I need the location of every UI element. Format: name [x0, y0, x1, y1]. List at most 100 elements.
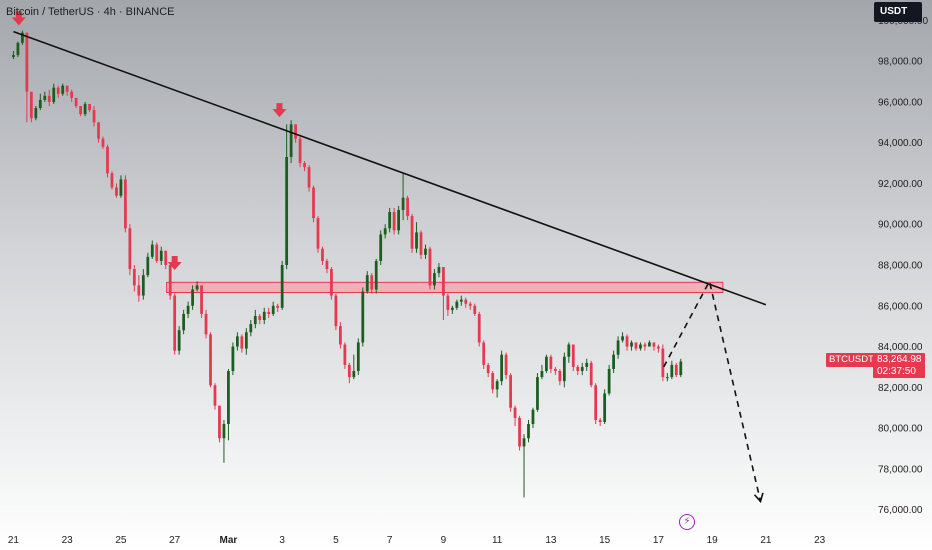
- candle[interactable]: [370, 273, 374, 294]
- candle[interactable]: [253, 309, 257, 329]
- candle[interactable]: [598, 417, 602, 427]
- candle[interactable]: [16, 41, 20, 58]
- candle[interactable]: [195, 281, 199, 292]
- candle[interactable]: [244, 328, 248, 355]
- candle[interactable]: [401, 173, 405, 221]
- candle[interactable]: [531, 407, 535, 429]
- candle[interactable]: [657, 344, 660, 353]
- candle[interactable]: [303, 161, 306, 172]
- candle[interactable]: [124, 175, 127, 233]
- candle[interactable]: [558, 368, 562, 386]
- candle[interactable]: [132, 265, 136, 292]
- candle[interactable]: [392, 207, 396, 235]
- candle[interactable]: [307, 165, 311, 192]
- candle[interactable]: [128, 224, 132, 276]
- candle[interactable]: [106, 144, 109, 178]
- candle[interactable]: [47, 89, 51, 106]
- candle[interactable]: [267, 307, 271, 318]
- candle[interactable]: [379, 230, 383, 265]
- candle[interactable]: [442, 267, 445, 321]
- candle[interactable]: [477, 311, 481, 347]
- candle[interactable]: [92, 106, 96, 127]
- projection-path[interactable]: [663, 279, 762, 502]
- candle[interactable]: [625, 334, 629, 351]
- candle[interactable]: [383, 224, 387, 239]
- candle[interactable]: [227, 368, 230, 441]
- candle[interactable]: [397, 205, 401, 235]
- candle[interactable]: [343, 342, 347, 369]
- candle[interactable]: [406, 195, 409, 221]
- candle[interactable]: [410, 214, 414, 253]
- candle[interactable]: [65, 85, 69, 96]
- candle[interactable]: [518, 415, 521, 451]
- candle[interactable]: [473, 303, 477, 316]
- candle[interactable]: [79, 106, 83, 117]
- candle[interactable]: [115, 183, 118, 198]
- candle[interactable]: [347, 362, 351, 384]
- candle[interactable]: [97, 122, 100, 143]
- candle[interactable]: [352, 354, 356, 380]
- candle[interactable]: [567, 342, 571, 363]
- candle[interactable]: [612, 350, 615, 374]
- candle[interactable]: [38, 93, 42, 111]
- candle[interactable]: [491, 371, 495, 394]
- candle[interactable]: [585, 358, 589, 371]
- candle[interactable]: [576, 364, 580, 376]
- candle[interactable]: [464, 297, 468, 308]
- candle[interactable]: [258, 313, 262, 325]
- candle[interactable]: [424, 244, 427, 259]
- candle[interactable]: [374, 258, 378, 294]
- candle[interactable]: [101, 136, 105, 149]
- candle[interactable]: [594, 383, 598, 424]
- candle[interactable]: [495, 379, 499, 398]
- candle[interactable]: [74, 97, 78, 109]
- candle[interactable]: [607, 364, 611, 396]
- candle[interactable]: [200, 285, 203, 318]
- candle[interactable]: [137, 275, 141, 302]
- candle[interactable]: [540, 364, 544, 380]
- candle[interactable]: [240, 334, 244, 353]
- candle[interactable]: [433, 269, 436, 290]
- candle[interactable]: [88, 103, 91, 113]
- candle[interactable]: [437, 262, 441, 278]
- candle[interactable]: [428, 246, 432, 290]
- candle[interactable]: [56, 85, 60, 98]
- candle[interactable]: [173, 293, 177, 355]
- candle[interactable]: [330, 267, 333, 300]
- candle[interactable]: [119, 175, 123, 198]
- candle[interactable]: [634, 342, 638, 351]
- candle[interactable]: [52, 83, 56, 104]
- candle[interactable]: [549, 354, 553, 374]
- candle[interactable]: [589, 360, 593, 388]
- candle[interactable]: [21, 30, 24, 45]
- candle[interactable]: [182, 309, 186, 335]
- candle[interactable]: [25, 32, 29, 123]
- candle[interactable]: [513, 405, 517, 427]
- candle[interactable]: [298, 136, 302, 168]
- candle[interactable]: [231, 342, 235, 376]
- candle[interactable]: [455, 299, 459, 310]
- candle[interactable]: [388, 207, 392, 233]
- candle[interactable]: [571, 344, 575, 372]
- candle[interactable]: [639, 342, 642, 351]
- candle[interactable]: [536, 373, 539, 412]
- currency-button[interactable]: USDT: [874, 2, 922, 22]
- candle[interactable]: [280, 260, 284, 310]
- candle[interactable]: [361, 287, 365, 347]
- candle[interactable]: [222, 419, 226, 463]
- candle[interactable]: [271, 301, 275, 316]
- candle[interactable]: [500, 350, 504, 386]
- candle[interactable]: [321, 246, 324, 265]
- candle[interactable]: [661, 344, 665, 382]
- candle[interactable]: [652, 342, 656, 351]
- candle[interactable]: [235, 332, 239, 351]
- candle[interactable]: [679, 358, 683, 378]
- candle[interactable]: [316, 216, 320, 253]
- candle[interactable]: [616, 336, 620, 359]
- candle[interactable]: [674, 362, 678, 378]
- candle[interactable]: [446, 293, 450, 316]
- candle[interactable]: [504, 352, 508, 380]
- candle[interactable]: [419, 230, 423, 259]
- candle[interactable]: [141, 269, 145, 300]
